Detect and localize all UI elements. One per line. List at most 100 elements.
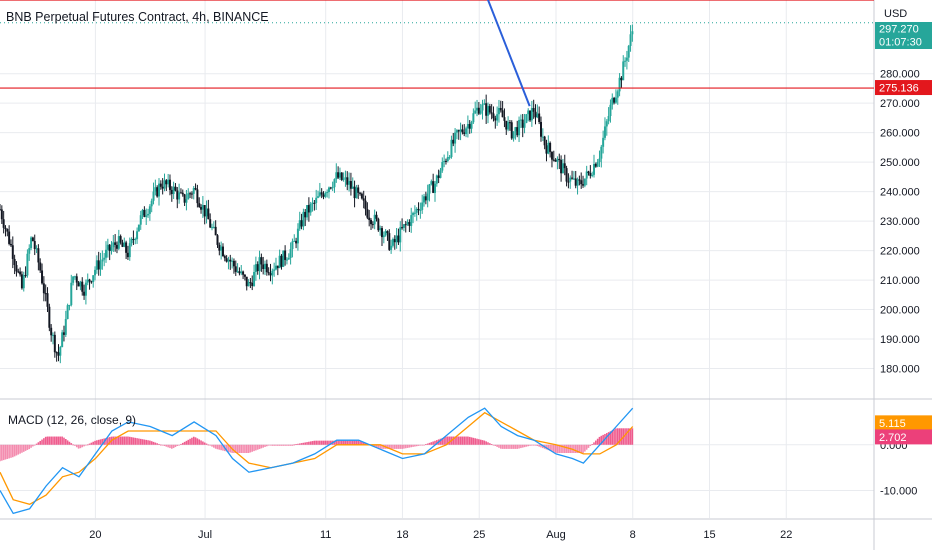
macd-histogram-bar bbox=[346, 440, 349, 445]
candle-body bbox=[530, 108, 533, 121]
candle-body bbox=[302, 211, 305, 227]
macd-histogram-bar bbox=[472, 437, 475, 445]
last-price-badge: 297.270 bbox=[879, 24, 919, 36]
candle-body bbox=[413, 212, 416, 214]
candle-body bbox=[68, 305, 71, 307]
macd-histogram-bar bbox=[28, 444, 31, 450]
candle-body bbox=[150, 200, 153, 207]
candle-body bbox=[130, 238, 133, 244]
candle-body bbox=[145, 215, 148, 217]
candle-body bbox=[393, 239, 396, 243]
candle-body bbox=[571, 177, 574, 179]
macd-histogram-bar bbox=[266, 444, 268, 447]
candle-body bbox=[532, 108, 535, 112]
candle-body bbox=[395, 235, 398, 243]
macd-histogram-bar bbox=[225, 444, 228, 452]
macd-histogram-bar bbox=[448, 436, 451, 445]
macd-histogram-bar bbox=[242, 444, 244, 454]
macd-histogram-bar bbox=[445, 436, 447, 445]
candle-body bbox=[9, 243, 12, 246]
candle-body bbox=[547, 142, 550, 154]
macd-histogram-bar bbox=[490, 444, 493, 445]
candle-body bbox=[201, 205, 204, 210]
macd-histogram-bar bbox=[386, 444, 389, 449]
macd-histogram-bar bbox=[393, 444, 396, 449]
candle-body bbox=[20, 274, 23, 289]
candle-body bbox=[300, 220, 303, 227]
candle-body bbox=[11, 245, 14, 259]
candle-body bbox=[307, 205, 310, 213]
macd-histogram-bar bbox=[467, 436, 469, 445]
candle-body bbox=[110, 247, 113, 251]
candle-body bbox=[368, 217, 371, 221]
macd-histogram-bar bbox=[532, 444, 535, 446]
macd-histogram-bar bbox=[48, 436, 51, 445]
macd-histogram-bar bbox=[207, 444, 210, 446]
macd-histogram-bar bbox=[423, 444, 425, 446]
candle-body bbox=[209, 219, 212, 228]
candle-body bbox=[536, 113, 539, 118]
macd-histogram-bar bbox=[255, 444, 257, 451]
macd-histogram-bar bbox=[485, 441, 487, 445]
macd-histogram-bar bbox=[375, 444, 378, 448]
candle-body bbox=[415, 208, 418, 213]
macd-histogram-bar bbox=[158, 443, 160, 445]
macd-histogram-bar bbox=[57, 436, 60, 445]
macd-histogram-bar bbox=[483, 440, 486, 445]
macd-histogram-bar bbox=[280, 444, 283, 446]
currency-label: USD bbox=[884, 8, 907, 20]
macd-histogram-bar bbox=[139, 438, 142, 445]
candle-body bbox=[59, 347, 62, 356]
macd-histogram-bar bbox=[33, 444, 36, 446]
macd-histogram-bar bbox=[121, 436, 124, 445]
candle-body bbox=[61, 332, 64, 348]
candle-body bbox=[126, 252, 129, 258]
candle-body bbox=[554, 160, 557, 162]
candle-body bbox=[477, 107, 480, 114]
price-tick-label: 240.000 bbox=[880, 187, 920, 199]
macd-histogram-bar bbox=[410, 444, 413, 448]
macd-histogram-bar bbox=[443, 437, 445, 445]
macd-histogram-bar bbox=[392, 444, 394, 449]
candle-body bbox=[167, 179, 170, 185]
candle-body bbox=[461, 129, 464, 133]
macd-histogram-bar bbox=[143, 439, 146, 445]
macd-histogram-bar bbox=[613, 429, 615, 445]
candle-body bbox=[598, 158, 601, 163]
macd-histogram-bar bbox=[174, 444, 177, 448]
candle-body bbox=[50, 327, 53, 336]
macd-histogram-bar bbox=[607, 432, 610, 445]
candle-body bbox=[594, 163, 597, 167]
candle-body bbox=[35, 248, 38, 250]
candle-body bbox=[446, 157, 449, 162]
macd-histogram-bar bbox=[487, 442, 489, 445]
candle-body bbox=[125, 242, 128, 253]
macd-histogram-bar bbox=[308, 441, 310, 445]
time-tick-label: 20 bbox=[89, 529, 101, 541]
candle-body bbox=[390, 245, 393, 250]
candle-body bbox=[75, 276, 78, 283]
macd-histogram-bar bbox=[4, 444, 7, 460]
candle-body bbox=[143, 209, 146, 217]
macd-histogram-bar bbox=[361, 441, 363, 445]
candle-body bbox=[397, 235, 400, 243]
candle-body bbox=[589, 173, 592, 176]
macd-histogram-bar bbox=[97, 439, 100, 445]
macd-histogram-bar bbox=[247, 444, 250, 454]
candle-body bbox=[229, 259, 232, 262]
candle-body bbox=[346, 177, 349, 185]
macd-histogram-bar bbox=[328, 440, 330, 445]
candle-body bbox=[371, 224, 374, 226]
macd-histogram-bar bbox=[114, 436, 116, 445]
candle-body bbox=[37, 248, 40, 263]
candle-body bbox=[154, 187, 157, 192]
macd-histogram-bar bbox=[397, 444, 400, 449]
candle-body bbox=[457, 130, 460, 132]
candle-body bbox=[77, 282, 80, 287]
candle-body bbox=[264, 263, 267, 270]
macd-histogram-bar bbox=[534, 444, 537, 446]
macd-histogram-bar bbox=[127, 436, 129, 445]
macd-histogram-bar bbox=[249, 444, 252, 453]
